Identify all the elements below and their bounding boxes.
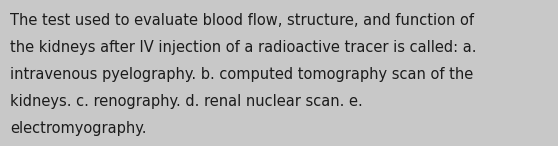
Text: electromyography.: electromyography.	[10, 121, 147, 136]
Text: intravenous pyelography. b. computed tomography scan of the: intravenous pyelography. b. computed tom…	[10, 67, 473, 82]
Text: kidneys. c. renography. d. renal nuclear scan. e.: kidneys. c. renography. d. renal nuclear…	[10, 94, 363, 109]
Text: the kidneys after IV injection of a radioactive tracer is called: a.: the kidneys after IV injection of a radi…	[10, 40, 477, 55]
Text: The test used to evaluate blood flow, structure, and function of: The test used to evaluate blood flow, st…	[10, 13, 474, 28]
